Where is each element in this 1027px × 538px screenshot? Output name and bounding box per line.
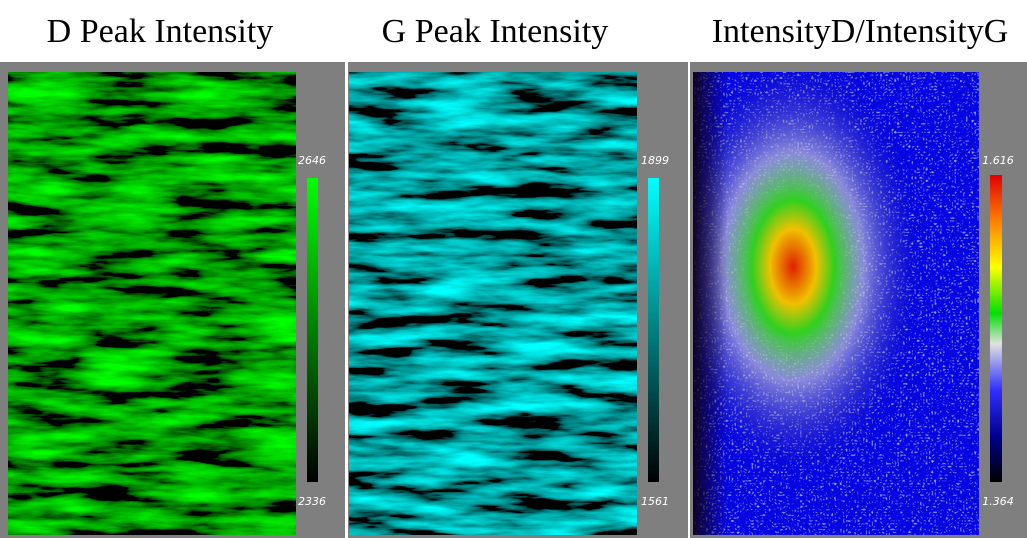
divider <box>345 62 348 538</box>
colorbar <box>648 178 659 482</box>
panel-title: D Peak Intensity <box>47 13 274 50</box>
d-peak-map <box>8 72 296 535</box>
divider <box>688 62 690 538</box>
colorbar-min: 1561 <box>641 495 669 508</box>
g-peak-map <box>349 72 637 535</box>
colorbar-max: 1899 <box>641 154 669 167</box>
panel-title: IntensityD/IntensityG <box>712 13 1009 50</box>
colorbar-max: 1.616 <box>982 154 1014 167</box>
panel-title: G Peak Intensity <box>382 13 609 50</box>
colorbar <box>307 178 318 482</box>
colorbar-max: 2646 <box>298 154 326 167</box>
colorbar-min: 2336 <box>298 495 326 508</box>
colorbar <box>990 175 1002 482</box>
colorbar-min: 1.364 <box>982 495 1014 508</box>
ratio-edge <box>693 72 979 535</box>
